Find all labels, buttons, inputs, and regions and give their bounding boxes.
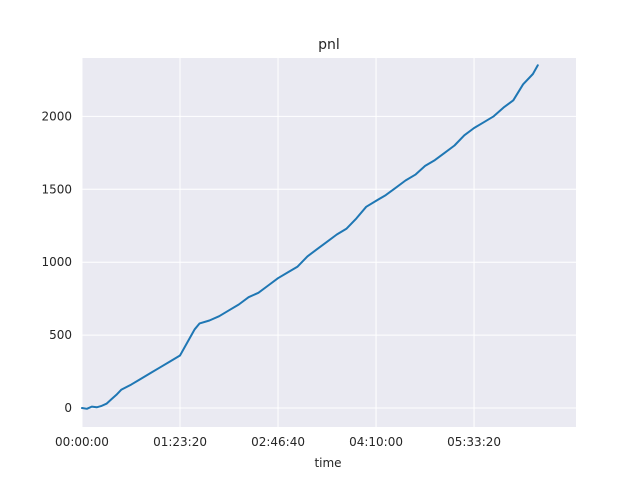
chart-title: pnl: [318, 37, 340, 53]
y-tick-label: 0: [64, 401, 72, 415]
x-tick-label: 00:00:00: [55, 435, 109, 449]
y-tick-label: 1500: [41, 182, 72, 196]
series-layer: [81, 64, 539, 410]
x-axis-label: time: [314, 456, 341, 470]
x-gridlines: [81, 58, 475, 427]
plot-area: [82, 58, 576, 427]
pnl-series-line: [81, 64, 539, 410]
x-tick-label: 01:23:20: [153, 435, 207, 449]
y-tick-label: 2000: [41, 109, 72, 123]
x-tick-label: 02:46:40: [251, 435, 305, 449]
y-tick-label: 1000: [41, 255, 72, 269]
x-tick-label: 05:33:20: [447, 435, 501, 449]
y-tick-labels: 0 500 1000 1500 2000: [41, 109, 72, 415]
x-tick-labels: 00:00:00 01:23:20 02:46:40 04:10:00 05:33:20: [55, 435, 501, 449]
x-tick-label: 04:10:00: [349, 435, 403, 449]
y-tick-label: 500: [49, 328, 72, 342]
